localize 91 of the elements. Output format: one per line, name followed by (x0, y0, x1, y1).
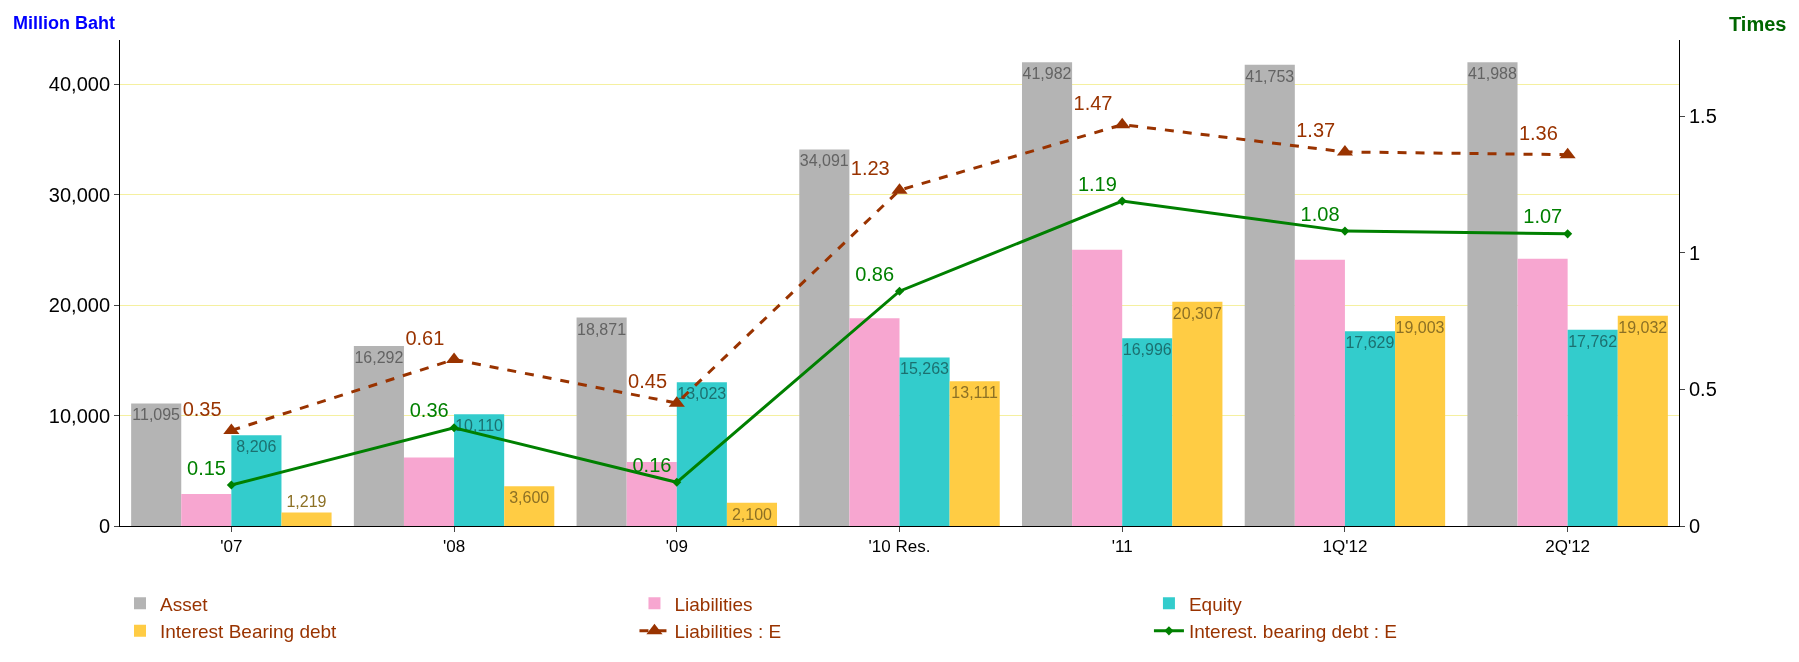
data-label: 0.61 (405, 326, 445, 349)
y-tick-label: 40,000 (48, 73, 110, 96)
data-label: 16,292 (354, 349, 404, 367)
y2-axis-title: Times (1729, 13, 1787, 35)
bar (676, 382, 727, 526)
bar (403, 457, 455, 526)
bar (1467, 62, 1518, 526)
y-tick-label: 30,000 (48, 183, 110, 206)
bar (231, 435, 282, 526)
data-label: 11,095 (132, 406, 181, 424)
data-label: 1.36 (1518, 121, 1558, 144)
data-label: 1.08 (1300, 202, 1340, 225)
x-tick-label: 1Q'12 (1322, 537, 1368, 557)
bar (1172, 301, 1223, 526)
x-tick-label: '09 (665, 537, 688, 557)
bar (849, 318, 900, 526)
y2-tick-label: 0 (1689, 515, 1701, 537)
point (1114, 117, 1131, 129)
legend-label: Interest. bearing debt : E (1188, 621, 1398, 643)
data-label: 13,111 (951, 384, 998, 402)
data-label: 1,219 (286, 492, 327, 510)
x-tick-label: '11 (1111, 537, 1133, 557)
bar (1617, 315, 1668, 526)
bar (454, 414, 505, 526)
data-label: 19,032 (1618, 318, 1668, 336)
bar (1122, 338, 1173, 526)
data-label: 1.23 (850, 157, 890, 180)
x-tick-label: '10 Res. (868, 537, 931, 557)
data-label: 8,206 (236, 438, 277, 456)
data-label: 15,263 (900, 360, 950, 378)
bar (131, 403, 182, 526)
x-tick-label: 2Q'12 (1545, 537, 1591, 557)
bar (1395, 316, 1446, 526)
data-label: 41,988 (1467, 65, 1517, 83)
data-label: 0.36 (409, 399, 449, 422)
point (1340, 226, 1350, 236)
bar (1294, 259, 1345, 526)
point (226, 480, 236, 490)
y2-tick-label: 1 (1689, 241, 1701, 264)
bar (1072, 249, 1123, 526)
data-label: 19,003 (1395, 319, 1445, 337)
bar (1517, 258, 1568, 526)
y2-tick-label: 0.5 (1689, 378, 1717, 401)
bar (181, 493, 232, 526)
data-label: 0.16 (632, 453, 672, 476)
data-label: 0.35 (182, 397, 222, 420)
point (894, 286, 905, 296)
x-tick-label: '07 (220, 537, 243, 557)
point (1117, 196, 1127, 206)
point (1563, 229, 1573, 239)
legend-label: Liabilities (674, 593, 753, 615)
data-label: 13,023 (677, 385, 727, 403)
bar (576, 317, 627, 526)
data-label: 1.37 (1296, 119, 1336, 142)
legend-label: Asset (160, 593, 209, 615)
y-tick-label: 10,000 (48, 404, 110, 427)
data-label: 0.86 (855, 262, 895, 285)
data-label: 20,307 (1172, 304, 1222, 322)
legend-label: Liabilities : E (674, 621, 782, 643)
bar (1567, 329, 1618, 526)
y2-tick-label: 1.5 (1689, 105, 1717, 128)
data-label: 1.47 (1073, 91, 1113, 114)
point (1559, 147, 1576, 159)
data-label: 0.15 (187, 456, 226, 479)
bar (949, 381, 1000, 526)
x-tick-label: '08 (442, 537, 466, 557)
data-label: 41,753 (1245, 67, 1295, 85)
bar (353, 346, 404, 526)
data-label: 17,762 (1568, 332, 1618, 350)
bar (1021, 62, 1073, 526)
data-label: 2,100 (731, 505, 773, 523)
bar (1244, 64, 1295, 526)
data-label: 1.19 (1077, 172, 1117, 195)
bar (1344, 331, 1396, 526)
data-label: 17,629 (1345, 334, 1395, 352)
data-label: 18,871 (577, 320, 627, 338)
data-label: 16,996 (1122, 341, 1172, 359)
data-label: 3,600 (509, 489, 550, 507)
bar (899, 357, 950, 526)
data-label: 1.07 (1523, 205, 1563, 228)
point (672, 477, 682, 487)
legend-label: Interest Bearing debt (160, 621, 338, 643)
bar (281, 512, 332, 526)
bar (799, 149, 850, 526)
legend-label: Equity (1188, 593, 1243, 615)
y-tick-label: 0 (98, 515, 110, 537)
data-label: 34,091 (799, 152, 849, 170)
y-tick-label: 20,000 (48, 294, 110, 317)
y-axis-title: Million Baht (13, 13, 115, 33)
data-label: 41,982 (1022, 65, 1072, 83)
data-label: 0.45 (628, 370, 668, 393)
